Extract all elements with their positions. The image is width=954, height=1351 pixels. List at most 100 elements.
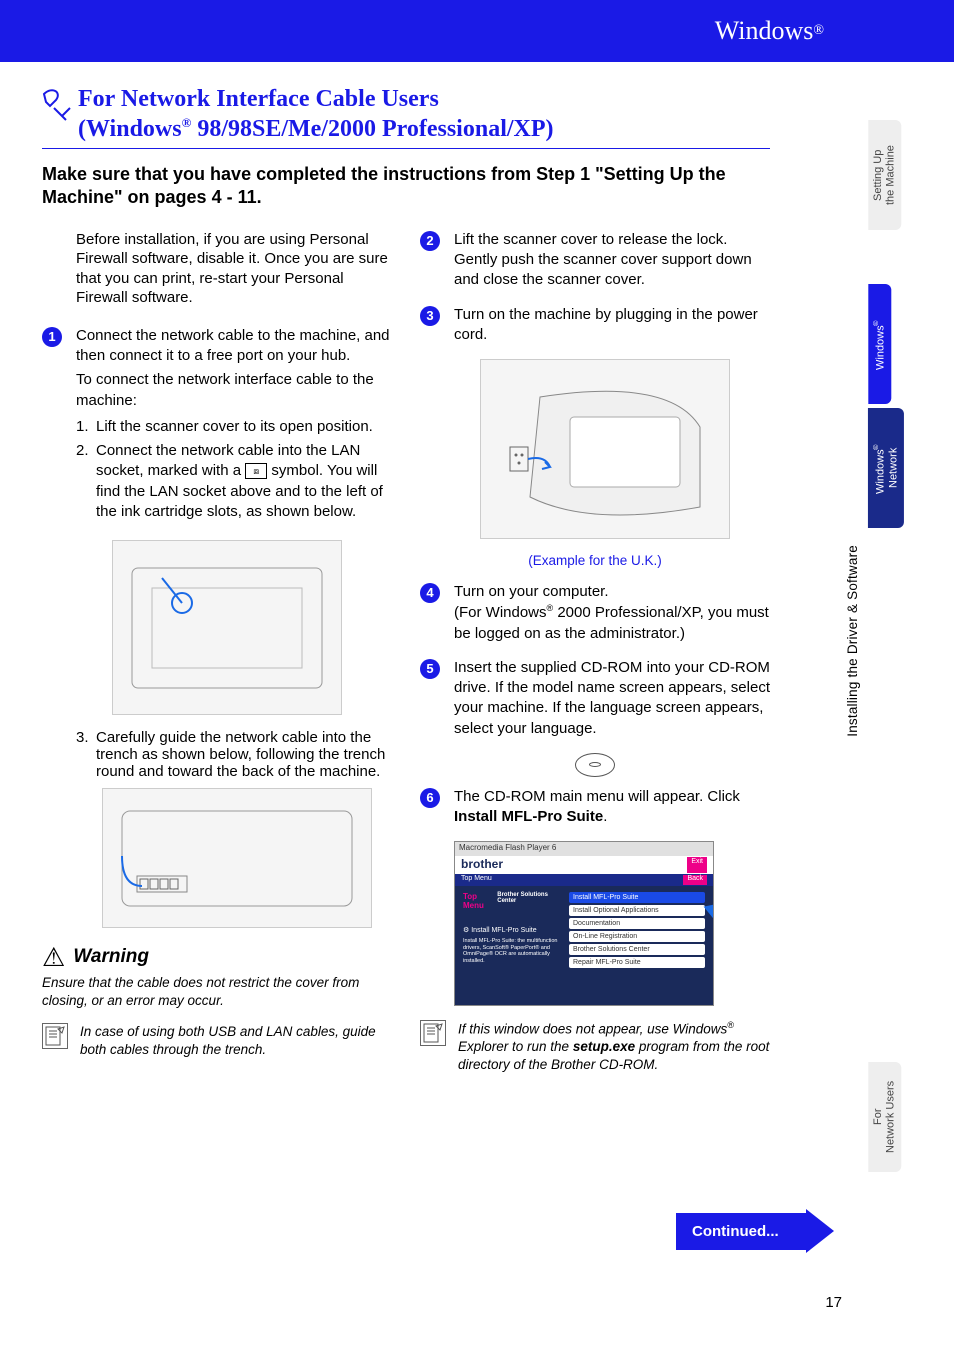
- left-note-text: In case of using both USB and LAN cables…: [80, 1023, 392, 1058]
- warning-title: Warning: [73, 946, 149, 968]
- step-4: 4 Turn on your computer. (For Windows® 2…: [420, 582, 770, 644]
- scr-titlebar: Macromedia Flash Player 6: [455, 842, 713, 856]
- s6b: .: [603, 808, 607, 825]
- scr-back: Back: [683, 875, 707, 885]
- continued-label: Continued...: [676, 1213, 806, 1250]
- step-num-5: 5: [420, 659, 440, 679]
- scr-subtitle: Top Menu: [461, 875, 492, 885]
- step5-text: Insert the supplied CD-ROM into your CD-…: [454, 658, 770, 739]
- t2r: ®: [872, 318, 879, 325]
- sub1-num: 1.: [76, 417, 96, 437]
- s4a: Turn on your computer.: [454, 583, 609, 600]
- tab-network-users[interactable]: ForNetwork Users: [868, 1062, 901, 1172]
- left-note: In case of using both USB and LAN cables…: [42, 1023, 392, 1058]
- step4-body: Turn on your computer. (For Windows® 200…: [454, 582, 770, 644]
- scr-top-menu: Top Menu: [463, 892, 497, 910]
- step-num-3: 3: [420, 306, 440, 326]
- tab-windows[interactable]: Windows®: [868, 284, 891, 404]
- left-column: Before installation, if you are using Pe…: [42, 230, 392, 1074]
- title-line2b: 98/98SE/Me/2000 Professional/XP): [191, 116, 553, 142]
- title-reg: ®: [182, 115, 192, 130]
- scr-btn-reg: On-Line Registration: [569, 931, 705, 942]
- step-num-1: 1: [42, 327, 62, 347]
- t3b: Network: [887, 448, 899, 488]
- sub-2: 2. Connect the network cable into the LA…: [76, 441, 392, 522]
- sub2-num: 2.: [76, 441, 96, 522]
- uk-caption: (Example for the U.K.): [420, 553, 770, 568]
- side-tabs: Setting Upthe Machine Windows® Windows®N…: [868, 120, 904, 1176]
- scr-btn-repair: Repair MFL-Pro Suite: [569, 957, 705, 968]
- sub-1: 1. Lift the scanner cover to its open po…: [76, 417, 392, 437]
- sub3-text: Carefully guide the network cable into t…: [96, 729, 392, 780]
- t1a: Setting Up: [872, 149, 884, 200]
- warning-text: Ensure that the cable does not restrict …: [42, 974, 392, 1009]
- rnb: Explorer to run the: [458, 1039, 573, 1054]
- scr-btn-install: Install MFL-Pro Suite: [569, 892, 705, 903]
- scr-left: Top MenuBrother Solutions Center ⚙ Insta…: [463, 892, 563, 970]
- sub1-text: Lift the scanner cover to its open posit…: [96, 417, 373, 437]
- sub2-text: Connect the network cable into the LAN s…: [96, 441, 392, 522]
- t4b: Network Users: [885, 1081, 897, 1153]
- subheading: Make sure that you have completed the in…: [42, 163, 770, 210]
- warning-block: ⚠ Warning Ensure that the cable does not…: [42, 944, 392, 1009]
- step1-text-b: To connect the network interface cable t…: [76, 370, 392, 411]
- step-2: 2 Lift the scanner cover to release the …: [420, 230, 770, 291]
- scr-brand-text: brother: [461, 857, 503, 873]
- scr-btn-optional: Install Optional Applications: [569, 905, 705, 916]
- divider: [42, 148, 770, 149]
- step6-body: The CD-ROM main menu will appear. Click …: [454, 787, 770, 828]
- step1-text-a: Connect the network cable to the machine…: [76, 326, 392, 367]
- step-1: 1 Connect the network cable to the machi…: [42, 326, 392, 526]
- t1b: the Machine: [885, 145, 897, 205]
- sub3-num: 3.: [76, 729, 96, 780]
- scr-sub: Top Menu Back: [455, 874, 713, 886]
- step-3: 3 Turn on the machine by plugging in the…: [420, 305, 770, 346]
- note-icon: [42, 1023, 68, 1049]
- step-num-4: 4: [420, 583, 440, 603]
- rna: If this window does not appear, use Wind…: [458, 1022, 727, 1037]
- right-note-text: If this window does not appear, use Wind…: [458, 1020, 770, 1073]
- rnreg: ®: [727, 1020, 734, 1030]
- scr-left-heading: Install MFL-Pro Suite: [471, 927, 536, 934]
- sub-3: 3. Carefully guide the network cable int…: [76, 729, 392, 780]
- tab-setting-up[interactable]: Setting Upthe Machine: [868, 120, 901, 230]
- section-title: For Network Interface Cable Users (Windo…: [78, 84, 770, 144]
- banner-text: Windows: [715, 16, 814, 46]
- title-line1: For Network Interface Cable Users: [78, 86, 439, 112]
- step-num-6: 6: [420, 788, 440, 808]
- right-note: If this window does not appear, use Wind…: [420, 1020, 770, 1073]
- page-content: For Network Interface Cable Users (Windo…: [0, 62, 830, 1073]
- warning-header: ⚠ Warning: [42, 944, 392, 970]
- warning-icon: ⚠: [42, 944, 65, 970]
- cable-icon: [42, 88, 72, 118]
- step-num-2: 2: [420, 231, 440, 251]
- step2-text: Lift the scanner cover to release the lo…: [454, 230, 770, 291]
- t3r: ®: [872, 442, 879, 449]
- intro-text: Before installation, if you are using Pe…: [76, 230, 392, 308]
- figure-power-cord: [480, 359, 730, 539]
- scr-btn-solutions: Brother Solutions Center: [569, 944, 705, 955]
- title-line2a: (Windows: [78, 116, 182, 142]
- scr-right: Install MFL-Pro Suite Install Optional A…: [569, 892, 705, 970]
- t3a: Windows: [875, 449, 887, 494]
- s4b: (For Windows: [454, 604, 547, 621]
- step-5: 5 Insert the supplied CD-ROM into your C…: [420, 658, 770, 739]
- tab-windows-network[interactable]: Windows® Network: [868, 408, 904, 528]
- cd-icon: [575, 753, 615, 777]
- scr-btn-docs: Documentation: [569, 918, 705, 929]
- right-column: 2 Lift the scanner cover to release the …: [420, 230, 770, 1074]
- scr-exit: Exit: [687, 857, 707, 873]
- continued-arrow: Continued...: [676, 1209, 834, 1253]
- lan-symbol-icon: ⧈: [245, 463, 267, 479]
- scr-left-desc: Install MFL-Pro Suite: the multifunction…: [463, 938, 563, 964]
- columns: Before installation, if you are using Pe…: [42, 230, 770, 1074]
- t4a: For: [872, 1109, 884, 1126]
- figure-lan-socket: [112, 540, 342, 715]
- t2: Windows: [875, 325, 887, 370]
- top-banner: Windows®: [0, 0, 954, 62]
- page-number: 17: [825, 1294, 842, 1311]
- installer-screenshot: Macromedia Flash Player 6 brother Exit T…: [454, 841, 714, 1006]
- figure-cable-trench: [102, 788, 372, 928]
- s6bold: Install MFL-Pro Suite: [454, 808, 603, 825]
- scr-solutions: Brother Solutions Center: [497, 892, 563, 910]
